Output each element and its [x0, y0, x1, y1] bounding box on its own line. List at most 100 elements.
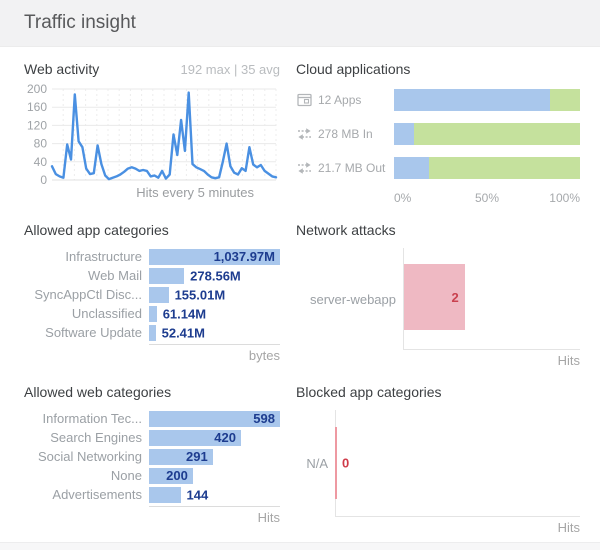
bar-value: 200 — [166, 468, 188, 483]
bar-row: Search Engines 420 — [24, 428, 280, 447]
attack-bar-value: 2 — [451, 289, 459, 305]
bar-track: 291 — [149, 448, 280, 465]
network-attacks-plot[interactable]: 2 — [403, 248, 580, 350]
web-activity-max-avg: 192 max | 35 avg — [180, 62, 281, 77]
bar-track: 200 — [149, 467, 280, 484]
category-label: SyncAppCtl Disc... — [34, 287, 142, 302]
network-attacks-head: Network attacks — [296, 222, 580, 238]
network-attacks-title: Network attacks — [296, 222, 396, 238]
y-tick-label: 200 — [27, 83, 47, 96]
web-activity-line-chart[interactable]: 0 40 80 120 160 200 — [24, 83, 280, 187]
bar-value: 598 — [253, 411, 275, 426]
category-label: Web Mail — [88, 268, 142, 283]
category-label: Advertisements — [52, 487, 142, 502]
y-tick-label: 160 — [27, 100, 47, 114]
bar-track: 52.41M — [149, 324, 280, 341]
allowed-web-categories-chart: Information Tec... 598 Search Engines 420 So… — [24, 409, 280, 504]
bar-value: 291 — [186, 449, 208, 464]
transfer-arrows-icon — [296, 160, 313, 176]
x-tick-0: 0% — [394, 191, 412, 205]
panel-cloud-applications: Cloud applications 12 Apps 278 MB In 21.7 … — [296, 61, 580, 206]
allowed-web-categories-unit: Hits — [257, 510, 280, 525]
stacked-bar[interactable] — [394, 123, 580, 145]
category-label: Software Update — [45, 325, 142, 340]
cloud-app-row: 12 Apps — [296, 89, 580, 111]
stacked-bar-segment-blue[interactable] — [394, 157, 430, 179]
bar[interactable]: 420 — [149, 429, 241, 446]
bar-row: Unclassified 61.14M — [24, 304, 280, 323]
x-axis-line — [149, 506, 280, 507]
bottom-strip — [0, 542, 600, 550]
bar[interactable]: 200 — [149, 467, 193, 484]
blocked-category-label: N/A — [306, 456, 328, 471]
stacked-bar-segment-green[interactable] — [414, 123, 580, 145]
hits-line-series[interactable] — [50, 91, 278, 181]
cloud-x-axis: 0% 50% 100% — [394, 191, 580, 206]
cloud-app-label: 12 Apps — [318, 93, 362, 107]
stacked-bar[interactable] — [394, 89, 580, 111]
bar-value: 278.56M — [190, 268, 241, 283]
bar-value: 61.14M — [162, 306, 207, 321]
category-label: Infrastructure — [65, 249, 142, 264]
bar-track: 61.14M — [149, 305, 280, 322]
stacked-bar-segment-green[interactable] — [429, 157, 580, 179]
bar[interactable]: 1,037.97M — [149, 248, 280, 265]
category-label: None — [110, 468, 142, 483]
allowed-web-categories-title: Allowed web categories — [24, 384, 172, 400]
bar[interactable] — [149, 305, 157, 322]
panel-blocked-app-categories: Blocked app categories N/A 0 Hits — [296, 384, 580, 535]
cloud-app-row: 278 MB In — [296, 123, 580, 145]
apps-window-icon — [296, 92, 313, 108]
bar-row: Software Update 52.41M — [24, 323, 280, 342]
network-attacks-unit: Hits — [557, 353, 580, 368]
blocked-app-categories-head: Blocked app categories — [296, 384, 580, 400]
x-axis-line — [149, 344, 280, 345]
stacked-bar-segment-blue[interactable] — [394, 89, 551, 111]
stacked-bar-segment-blue[interactable] — [394, 123, 415, 145]
cloud-applications-chart: 12 Apps 278 MB In 21.7 MB Out — [296, 89, 580, 179]
cloud-applications-title: Cloud applications — [296, 61, 411, 77]
bar-track: 1,037.97M — [149, 248, 280, 265]
panel-network-attacks: Network attacks server-webapp 2 Hits — [296, 222, 580, 368]
bar-value: 144 — [186, 487, 209, 502]
blocked-zero-bar — [335, 427, 337, 499]
panel-allowed-web-categories: Allowed web categories Information Tec..… — [24, 384, 280, 535]
stacked-bar-segment-green[interactable] — [550, 89, 580, 111]
bar-value: 155.01M — [174, 287, 226, 302]
stacked-bar[interactable] — [394, 157, 580, 179]
bar[interactable] — [149, 286, 169, 303]
allowed-app-categories-chart: Infrastructure 1,037.97M Web Mail 278.56M Sy… — [24, 247, 280, 342]
web-activity-title: Web activity — [24, 61, 100, 77]
bar[interactable]: 291 — [149, 448, 213, 465]
bar-row: Infrastructure 1,037.97M — [24, 247, 280, 266]
cloud-app-row: 21.7 MB Out — [296, 157, 580, 179]
bar[interactable] — [149, 267, 185, 284]
blocked-bar-value: 0 — [342, 455, 350, 471]
dashboard-grid: Web activity 192 max | 35 avg 0 40 80 120 16… — [0, 47, 600, 535]
blocked-app-categories-chart: N/A 0 — [296, 410, 580, 517]
x-tick-100: 100% — [549, 191, 580, 205]
page-header: Traffic insight — [0, 0, 600, 47]
bar[interactable]: 598 — [149, 410, 280, 427]
bar-track: 598 — [149, 410, 280, 427]
attack-category-label: server-webapp — [310, 291, 396, 307]
bar-track: 155.01M — [149, 286, 280, 303]
allowed-web-categories-head: Allowed web categories — [24, 384, 280, 400]
bar[interactable] — [149, 324, 156, 341]
bar-value: 52.41M — [161, 325, 205, 340]
bar-row: None 200 — [24, 466, 280, 485]
attack-bar[interactable]: 2 — [404, 264, 465, 330]
blocked-app-plot[interactable]: 0 — [335, 410, 580, 517]
bar-row: Social Networking 291 — [24, 447, 280, 466]
x-tick-50: 50% — [474, 191, 500, 205]
bar-value: 1,037.97M — [213, 249, 275, 264]
bar[interactable] — [149, 486, 181, 503]
web-activity-head: Web activity 192 max | 35 avg — [24, 61, 280, 77]
y-tick-label: 120 — [27, 118, 47, 132]
y-tick-label: 0 — [40, 173, 47, 187]
panel-allowed-app-categories: Allowed app categories Infrastructure 1,0… — [24, 222, 280, 368]
bar-row: SyncAppCtl Disc... 155.01M — [24, 285, 280, 304]
bar-row: Information Tec... 598 — [24, 409, 280, 428]
category-label: Information Tec... — [42, 411, 142, 426]
transfer-arrows-icon — [296, 126, 313, 142]
